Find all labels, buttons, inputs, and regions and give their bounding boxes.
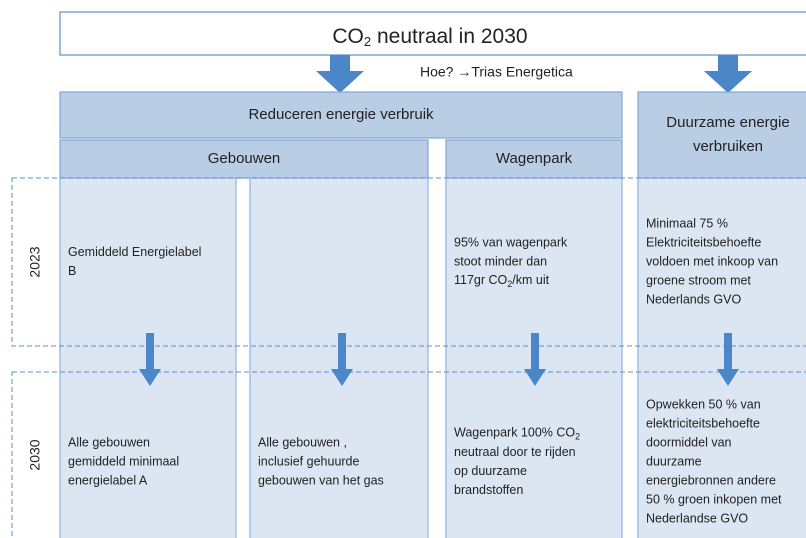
title-sub: 2: [364, 34, 371, 49]
arrow: [139, 333, 161, 386]
title-text: neutraal in 2030: [371, 25, 527, 48]
row-frame: [11, 177, 806, 347]
arrow: [717, 333, 739, 386]
cell-text: inclusief gehuurde: [258, 454, 360, 468]
cell-text: groene stroom met: [646, 273, 751, 287]
cell-text: voldoen met inkoop van: [646, 254, 778, 268]
header-box: [59, 91, 623, 139]
year-label: 2023: [27, 246, 43, 277]
subscript: 2: [507, 279, 512, 289]
cell-text: Opwekken 50 % van: [646, 397, 761, 411]
cell-text: elektriciteitsbehoefte: [646, 416, 760, 430]
cell-text: duurzame: [646, 454, 702, 468]
cell-text: Gemiddeld Energielabel: [68, 245, 201, 259]
subtitle: Hoe? →Trias Energetica: [420, 64, 573, 80]
year-label: 2030: [27, 439, 43, 470]
text-part: Wagenpark 100% CO: [454, 426, 575, 440]
cell-text: B: [68, 264, 76, 278]
row-frame: [11, 371, 806, 538]
cell-column: [637, 177, 806, 538]
group-box: [445, 139, 623, 179]
text-part: /km uit: [512, 273, 549, 287]
arrow: [316, 55, 364, 93]
cell-text: energiebronnen andere: [646, 473, 776, 487]
arrow: [524, 333, 546, 386]
cell-text: 50 % groen inkopen met: [646, 492, 782, 506]
cell-text: energielabel A: [68, 473, 148, 487]
cell-text: 117gr CO2/km uit: [454, 273, 550, 289]
subscript: 2: [575, 432, 580, 442]
cell-text: Alle gebouwen ,: [258, 435, 347, 449]
text-part: 117gr CO: [454, 273, 508, 287]
cell-text: op duurzame: [454, 464, 527, 478]
cell-text: gebouwen van het gas: [258, 473, 384, 487]
arrow: [331, 333, 353, 386]
title-box: [59, 11, 806, 56]
cell-text: Minimaal 75 %: [646, 216, 728, 230]
header: verbruiken: [693, 138, 763, 155]
cell-text: Nederlandse GVO: [646, 511, 748, 525]
cell-text: Nederlands GVO: [646, 292, 741, 306]
title: CO2 neutraal in 2030: [332, 25, 527, 50]
cell-text: brandstoffen: [454, 483, 523, 497]
header: Reduceren energie verbruik: [248, 106, 434, 123]
arrow: [704, 55, 752, 93]
cell-text: neutraal door te rijden: [454, 445, 576, 459]
title-text: CO: [332, 25, 364, 48]
cell-text: stoot minder dan: [454, 254, 547, 268]
cell-text: gemiddeld minimaal: [68, 454, 179, 468]
cell-text: Alle gebouwen: [68, 435, 150, 449]
cell-text: Elektriciteitsbehoefte: [646, 235, 761, 249]
cell-text: 95% van wagenpark: [454, 235, 568, 249]
cell-text: doormiddel van: [646, 435, 732, 449]
header: Duurzame energie: [666, 114, 789, 131]
group-header: Wagenpark: [496, 150, 573, 167]
header-box: [637, 91, 806, 179]
group-header: Gebouwen: [208, 150, 281, 167]
cell-text: Wagenpark 100% CO2: [454, 426, 580, 442]
